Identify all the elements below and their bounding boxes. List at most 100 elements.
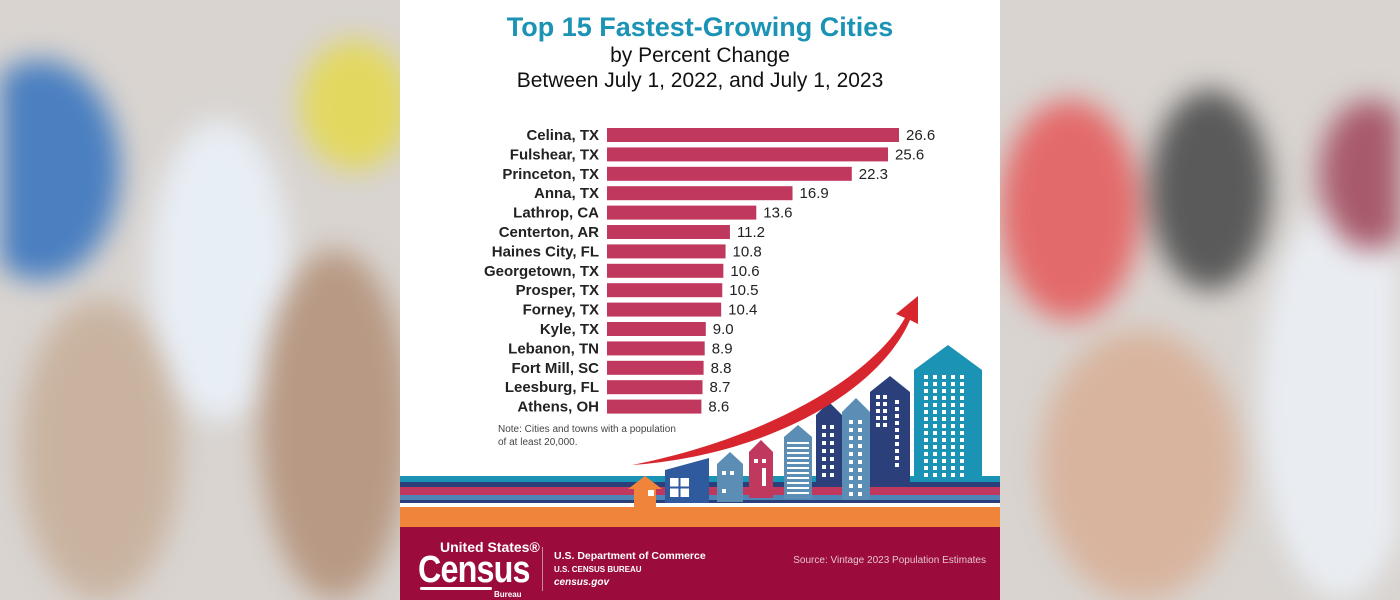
chart-title: Top 15 Fastest-Growing Cities (506, 12, 894, 42)
value-label: 25.6 (895, 146, 924, 163)
window (830, 425, 834, 429)
bar (607, 322, 706, 336)
category-label: Forney, TX (523, 302, 599, 319)
bar (607, 380, 703, 395)
bureau-name: U.S. CENSUS BUREAU (554, 565, 642, 574)
value-label: 8.7 (710, 379, 731, 396)
category-label: Anna, TX (534, 185, 599, 202)
window (924, 417, 928, 421)
window (876, 402, 880, 406)
window (858, 420, 862, 424)
category-label: Centerton, AR (499, 224, 599, 241)
window (830, 465, 834, 469)
footer: United States® Census Bureau U.S. Depart… (400, 527, 1000, 600)
window (933, 410, 937, 414)
window (883, 409, 887, 413)
building-lightblue (717, 452, 743, 502)
bar (607, 360, 704, 375)
house-orange (628, 476, 662, 508)
note-line-1: Note: Cities and towns with a population (498, 424, 676, 435)
window (849, 452, 853, 456)
note-line-2: of at least 20,000. (498, 437, 578, 448)
window (849, 460, 853, 464)
value-label: 8.9 (712, 340, 733, 357)
window (942, 452, 946, 456)
building-lightblue-tall (842, 398, 870, 500)
logo-census: Census (418, 549, 530, 591)
window (849, 420, 853, 424)
window (822, 457, 826, 461)
bar (607, 399, 702, 414)
bar (607, 302, 722, 317)
window (924, 410, 928, 414)
bar (607, 147, 889, 162)
window (883, 423, 887, 427)
growth-arrow (632, 296, 918, 465)
source-text: Source: Vintage 2023 Population Estimate… (793, 555, 986, 566)
window (942, 375, 946, 379)
window (960, 382, 964, 386)
category-label: Leesburg, FL (505, 379, 599, 396)
window (876, 395, 880, 399)
window (924, 382, 928, 386)
window (830, 441, 834, 445)
window (895, 435, 899, 439)
category-label: Celina, TX (526, 127, 599, 144)
window (924, 424, 928, 428)
divider (542, 547, 543, 591)
window (960, 473, 964, 477)
category-label: Athens, OH (517, 399, 599, 416)
stripe-orange (400, 507, 1000, 527)
window (933, 417, 937, 421)
category-label: Fulshear, TX (510, 146, 599, 163)
bar (607, 186, 793, 201)
window (933, 452, 937, 456)
category-label: Lebanon, TN (508, 340, 599, 357)
bar (607, 263, 724, 278)
window (942, 396, 946, 400)
window (951, 396, 955, 400)
window (933, 396, 937, 400)
window (876, 423, 880, 427)
window (960, 466, 964, 470)
window (942, 431, 946, 435)
window (895, 421, 899, 425)
window (951, 389, 955, 393)
window (849, 476, 853, 480)
window (924, 466, 928, 470)
website-link[interactable]: census.gov (554, 577, 610, 588)
category-label: Prosper, TX (516, 282, 599, 299)
window (822, 473, 826, 477)
chart-subtitle-1: by Percent Change (610, 44, 790, 67)
window (830, 449, 834, 453)
window (942, 389, 946, 393)
bar (607, 128, 899, 142)
value-label: 10.4 (728, 302, 757, 319)
window (849, 484, 853, 488)
window (942, 382, 946, 386)
window (960, 403, 964, 407)
window (924, 452, 928, 456)
value-label: 26.6 (906, 127, 935, 144)
window (876, 409, 880, 413)
window (942, 417, 946, 421)
value-label: 8.8 (711, 360, 732, 377)
window (933, 375, 937, 379)
bar (607, 244, 726, 259)
window (933, 466, 937, 470)
logo-underline (420, 587, 492, 590)
window (924, 396, 928, 400)
window (960, 375, 964, 379)
window (960, 396, 964, 400)
window (895, 449, 899, 453)
value-label: 13.6 (763, 205, 792, 222)
window (960, 452, 964, 456)
window (924, 375, 928, 379)
window (951, 452, 955, 456)
category-label: Haines City, FL (492, 243, 599, 260)
logo-bureau: Bureau (494, 590, 522, 599)
window (933, 431, 937, 435)
window (951, 382, 955, 386)
window (895, 428, 899, 432)
bar (607, 225, 730, 239)
